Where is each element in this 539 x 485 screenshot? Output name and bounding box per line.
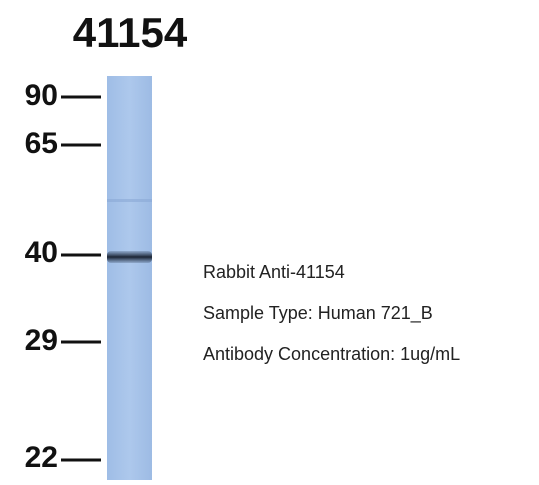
marker-label: 90	[25, 79, 58, 112]
marker-label: 40	[25, 236, 58, 269]
faint-band	[107, 199, 152, 202]
info-line: Rabbit Anti-41154	[203, 262, 345, 282]
info-line: Sample Type: Human 721_B	[203, 303, 433, 324]
marker-label: 22	[25, 441, 58, 474]
western-blot: 41154 90 65 40 29 22 Rabbit Anti-41154 S…	[0, 0, 539, 480]
protein-band	[107, 251, 152, 263]
marker-label: 29	[25, 324, 58, 357]
blot-title: 41154	[73, 9, 188, 56]
gel-lane	[107, 76, 152, 480]
marker-label: 65	[25, 127, 58, 160]
info-line: Antibody Concentration: 1ug/mL	[203, 344, 460, 364]
